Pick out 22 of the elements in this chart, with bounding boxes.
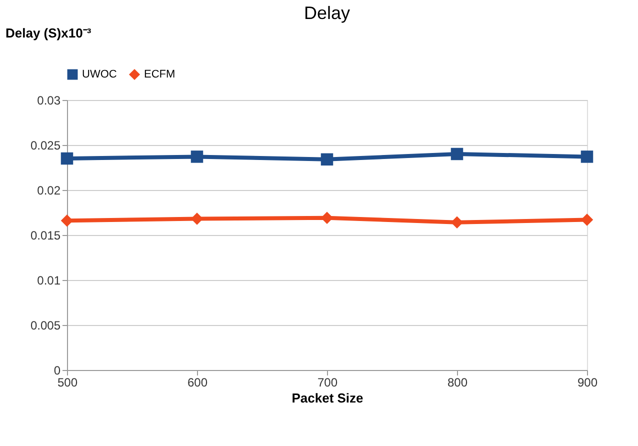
y-tick-label: 0.03 [37, 94, 61, 108]
x-tick-label: 500 [57, 376, 78, 390]
y-tick-label: 0.025 [30, 138, 61, 152]
x-tick-label: 900 [577, 376, 598, 390]
x-axis-title: Packet Size [292, 390, 364, 406]
point [190, 150, 204, 163]
legend-label: ECFM [144, 68, 176, 81]
point [580, 150, 594, 163]
x-tick-label: 700 [317, 376, 338, 390]
x-tick-label: 800 [447, 376, 468, 390]
x-tick-label: 600 [187, 376, 208, 390]
y-tick-label: 0.005 [30, 318, 61, 332]
y-tick-label: 0 [54, 364, 61, 378]
legend-label: UWOC [82, 68, 117, 81]
point [450, 148, 464, 160]
chart-title: Delay [304, 3, 350, 23]
y-axis-title: Delay (S)x10⁻³ [6, 26, 92, 40]
y-tick-label: 0.01 [37, 274, 61, 288]
y-tick-label: 0.015 [30, 228, 61, 242]
point [60, 152, 74, 165]
point [320, 153, 334, 166]
y-tick-label: 0.02 [37, 184, 61, 198]
